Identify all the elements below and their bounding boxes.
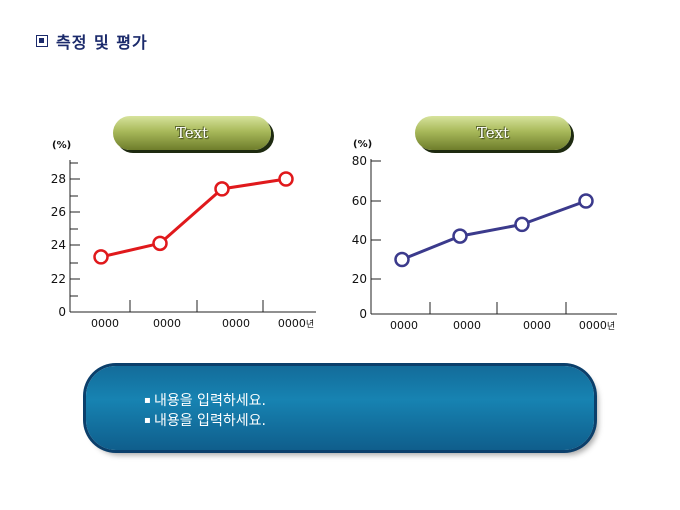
square-bullet-icon [36, 35, 48, 47]
x-tick-label: 0000 [153, 317, 181, 330]
y-tick-label: 40 [352, 233, 367, 247]
y-tick-label: 80 [352, 154, 367, 168]
info-item: 내용을 입력하세요. [144, 411, 266, 431]
y-axis-label: (%) [353, 139, 372, 150]
x-tick-label: 0000 [453, 319, 481, 332]
info-item: 내용을 입력하세요. [144, 391, 266, 411]
y-tick-label: 20 [352, 272, 367, 286]
chart-right-header-label: Text [476, 124, 510, 142]
x-tick-label: 0000년 [579, 319, 615, 332]
x-tick-label: 0000 [91, 317, 119, 330]
x-tick-label: 0000 [390, 319, 418, 332]
data-point [152, 235, 168, 252]
x-tick-label: 0000 [222, 317, 250, 330]
chart-right: (%) 0 20 40 60 80 0000 0000 0000 0000년 [352, 139, 617, 332]
chart-left-header: Text [113, 116, 271, 150]
y-tick-label: 60 [352, 194, 367, 208]
data-point [452, 228, 468, 244]
x-tick-label: 0000년 [278, 317, 314, 330]
chart-right-header: Text [415, 116, 571, 150]
y-tick-label: 22 [51, 272, 66, 286]
chart-left: (%) 0 22 24 26 28 0000 0000 0000 0000년 [51, 140, 316, 330]
data-point [93, 249, 109, 265]
data-point [514, 216, 530, 233]
data-point [278, 171, 294, 187]
y-tick-label: 0 [58, 305, 66, 319]
x-tick-label: 0000 [523, 319, 551, 332]
chart-left-header-label: Text [175, 124, 209, 142]
info-box: 내용을 입력하세요. 내용을 입력하세요. [86, 366, 594, 450]
data-point [214, 181, 230, 197]
page-header: 측정 및 평가 [36, 30, 148, 52]
series-line [100, 177, 287, 259]
data-point [394, 251, 410, 268]
y-tick-label: 26 [51, 205, 66, 219]
series-line [401, 199, 587, 261]
y-axis-label: (%) [52, 140, 71, 151]
y-tick-label: 0 [359, 307, 367, 321]
y-tick-label: 24 [51, 238, 66, 252]
data-point [578, 193, 594, 209]
y-tick-label: 28 [51, 172, 66, 186]
page-title: 측정 및 평가 [56, 33, 148, 52]
